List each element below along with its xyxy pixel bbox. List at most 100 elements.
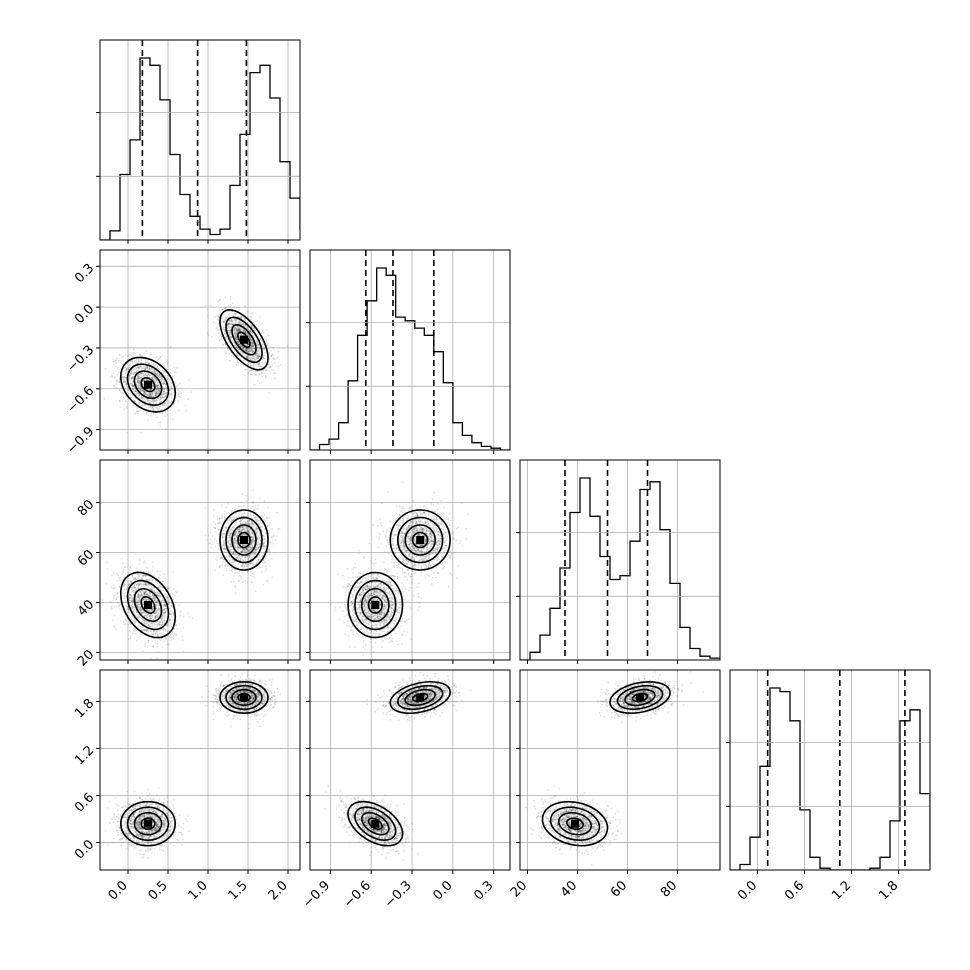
scatter-point <box>251 349 254 352</box>
scatter-point <box>118 400 121 403</box>
scatter-point <box>166 624 168 626</box>
scatter-point <box>243 331 246 334</box>
scatter-point <box>126 367 129 370</box>
scatter-point <box>249 348 251 351</box>
scatter-point <box>123 623 126 625</box>
scatter-point <box>234 335 237 338</box>
scatter-point <box>150 370 153 373</box>
contour-level-1 <box>126 363 170 406</box>
scatter-point <box>248 350 251 352</box>
scatter-point <box>240 327 243 330</box>
scatter-point <box>158 390 161 393</box>
scatter-point <box>128 393 131 395</box>
scatter-point <box>165 607 168 610</box>
scatter-point <box>224 307 227 309</box>
scatter-point <box>143 583 146 585</box>
scatter-point <box>150 388 152 391</box>
scatter-point <box>123 380 126 383</box>
scatter-point <box>164 605 167 607</box>
scatter-point <box>222 309 224 311</box>
panel-frame <box>99 39 301 241</box>
scatter-point <box>177 395 180 398</box>
scatter-point <box>143 378 146 381</box>
scatter-point <box>252 350 254 353</box>
scatter-point <box>247 350 250 352</box>
scatter-point <box>148 395 151 397</box>
scatter-point <box>248 357 251 359</box>
scatter-point <box>155 378 158 381</box>
scatter-point <box>118 389 121 391</box>
scatter-point <box>169 389 172 391</box>
scatter-point <box>138 377 141 379</box>
scatter-point <box>149 352 152 354</box>
scatter-point <box>165 404 168 407</box>
scatter-point <box>251 332 253 335</box>
scatter-point <box>240 334 243 337</box>
scatter-point <box>132 600 135 603</box>
scatter-point <box>234 333 237 335</box>
scatter-point <box>173 371 176 374</box>
scatter-point <box>236 353 239 356</box>
scatter-point <box>223 326 226 329</box>
scatter-point <box>238 329 241 332</box>
scatter-point <box>144 393 147 396</box>
scatter-point <box>165 596 168 598</box>
scatter-point <box>165 376 168 379</box>
scatter-point <box>154 615 157 618</box>
scatter-point <box>138 582 141 585</box>
scatter-point <box>235 539 238 542</box>
scatter-point <box>255 358 257 361</box>
scatter-point <box>267 363 270 365</box>
scatter-point <box>242 347 245 350</box>
scatter-point <box>231 339 234 342</box>
scatter-point <box>130 599 133 601</box>
scatter-point <box>164 612 167 614</box>
scatter-point <box>126 362 128 365</box>
scatter-point <box>155 390 158 393</box>
scatter-point <box>224 332 227 335</box>
scatter-point <box>151 399 154 402</box>
scatter-point <box>152 361 155 364</box>
scatter-point <box>131 384 133 386</box>
scatter-point <box>227 329 230 332</box>
scatter-point <box>217 316 220 319</box>
scatter-point <box>258 347 260 350</box>
scatter-point <box>166 392 168 394</box>
scatter-point <box>142 390 145 393</box>
scatter-point <box>162 380 165 383</box>
scatter-point <box>173 374 176 376</box>
scatter-point <box>170 639 173 642</box>
scatter-point <box>141 390 144 392</box>
scatter-point <box>136 391 138 394</box>
scatter-point <box>271 368 273 371</box>
scatter-point <box>131 564 134 567</box>
scatter-point <box>262 347 265 349</box>
scatter-point <box>124 354 127 356</box>
scatter-point <box>134 367 137 370</box>
scatter-point <box>141 619 144 622</box>
scatter-point <box>235 319 238 322</box>
scatter-point <box>256 355 259 357</box>
scatter-point <box>235 326 238 328</box>
scatter-point <box>228 321 231 323</box>
scatter-point <box>171 384 174 387</box>
scatter-point <box>258 373 261 375</box>
scatter-point <box>156 373 159 376</box>
scatter-point <box>125 383 128 385</box>
scatter-point <box>171 611 174 614</box>
scatter-point <box>174 633 177 635</box>
scatter-point <box>230 336 233 339</box>
scatter-point <box>122 616 125 618</box>
scatter-point <box>155 610 158 613</box>
scatter-point <box>163 382 166 385</box>
scatter-point <box>153 380 156 382</box>
scatter-point <box>251 489 254 492</box>
scatter-point <box>242 347 245 350</box>
scatter-point <box>164 629 167 632</box>
scatter-point <box>233 361 236 364</box>
scatter-point <box>229 298 232 301</box>
scatter-point <box>232 313 235 316</box>
histogram-0 <box>100 57 300 240</box>
scatter-point <box>252 342 255 345</box>
scatter-point <box>162 396 165 399</box>
